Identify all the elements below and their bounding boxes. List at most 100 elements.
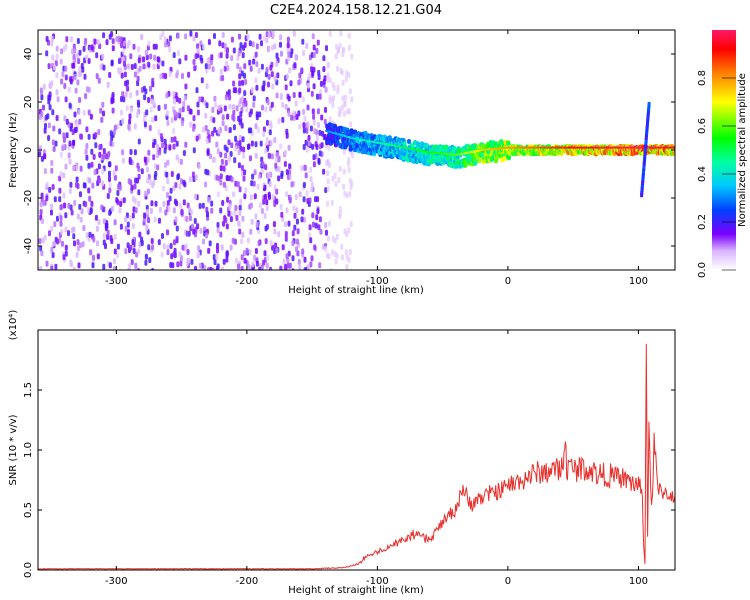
noise-cell xyxy=(247,127,251,134)
noise-cell xyxy=(228,203,232,210)
noise-cell xyxy=(326,200,329,207)
noise-cell xyxy=(243,63,247,70)
noise-cell xyxy=(50,225,54,232)
noise-cell xyxy=(110,60,114,67)
colorbar-tick-label: 0.2 xyxy=(697,214,708,230)
noise-cell xyxy=(205,102,209,109)
noise-cell xyxy=(71,48,74,55)
noise-cell xyxy=(273,43,277,50)
noise-cell xyxy=(137,248,141,255)
noise-cell xyxy=(318,93,322,100)
noise-cell xyxy=(296,228,300,235)
noise-cell xyxy=(274,157,278,164)
noise-cell xyxy=(149,106,153,113)
noise-cell xyxy=(100,204,104,211)
noise-cell xyxy=(346,108,350,115)
noise-cell xyxy=(297,79,301,86)
noise-cell xyxy=(147,244,151,251)
ridge-cell xyxy=(349,128,354,134)
noise-cell xyxy=(251,41,255,48)
y-tick-label: -20 xyxy=(23,190,34,206)
noise-cell xyxy=(344,76,348,83)
noise-cell xyxy=(291,268,295,270)
noise-cell xyxy=(172,251,176,258)
feature-cell xyxy=(643,157,647,162)
noise-cell xyxy=(206,169,210,176)
noise-cell xyxy=(148,257,152,264)
noise-cell xyxy=(146,188,150,195)
noise-cell xyxy=(247,143,251,150)
noise-cell xyxy=(160,251,164,258)
noise-cell xyxy=(166,200,170,207)
noise-cell xyxy=(295,207,299,214)
noise-cell xyxy=(249,194,253,201)
noise-cell xyxy=(257,173,261,180)
noise-cell xyxy=(178,58,182,65)
noise-cell xyxy=(77,71,81,78)
noise-cell xyxy=(97,163,101,170)
noise-cell xyxy=(101,53,105,60)
noise-cell xyxy=(149,208,153,214)
noise-cell xyxy=(127,39,131,46)
noise-cell xyxy=(252,101,256,108)
noise-cell xyxy=(180,208,184,215)
snr-series xyxy=(38,343,675,570)
noise-cell xyxy=(124,91,128,98)
noise-cell xyxy=(229,216,233,223)
noise-cell xyxy=(79,133,83,140)
noise-cell xyxy=(169,187,173,194)
noise-cell xyxy=(324,106,327,113)
noise-cell xyxy=(281,101,285,108)
noise-cell xyxy=(124,248,128,255)
spectrogram-cells xyxy=(38,30,675,270)
noise-cell xyxy=(200,96,204,103)
noise-cell xyxy=(286,36,290,43)
noise-cell xyxy=(93,38,97,45)
noise-cell xyxy=(94,132,98,138)
noise-cell xyxy=(238,204,242,211)
noise-cell xyxy=(250,87,254,94)
noise-cell xyxy=(306,264,310,270)
noise-cell xyxy=(317,224,321,231)
noise-cell xyxy=(215,141,219,148)
noise-cell xyxy=(90,161,94,168)
noise-cell xyxy=(199,227,203,234)
y-tick-label: -40 xyxy=(23,238,34,254)
noise-cell xyxy=(207,197,211,203)
noise-cell xyxy=(151,268,155,270)
noise-cell xyxy=(216,222,220,228)
noise-cell xyxy=(253,169,257,176)
noise-cell xyxy=(64,65,68,72)
noise-cell xyxy=(167,205,171,212)
feature-cell xyxy=(642,164,646,169)
noise-cell xyxy=(79,242,82,249)
noise-cell xyxy=(64,96,68,103)
noise-cell xyxy=(231,237,235,244)
noise-cell xyxy=(277,155,281,162)
noise-cell xyxy=(132,248,136,254)
noise-cell xyxy=(298,191,302,198)
noise-cell xyxy=(94,214,98,221)
noise-cell xyxy=(338,110,342,117)
noise-cell xyxy=(233,210,237,217)
noise-cell xyxy=(131,195,135,202)
noise-cell xyxy=(211,66,215,73)
noise-cell xyxy=(249,65,253,72)
y-tick-label: 0.5 xyxy=(23,502,34,518)
noise-cell xyxy=(224,94,228,101)
noise-cell xyxy=(298,264,302,270)
noise-cell xyxy=(172,109,176,116)
noise-cell xyxy=(53,221,57,228)
noise-cell xyxy=(79,216,83,223)
noise-cell xyxy=(42,200,46,206)
noise-cell xyxy=(189,121,193,128)
noise-cell xyxy=(98,177,101,184)
x-tick-label: -300 xyxy=(105,276,128,287)
noise-cell xyxy=(301,38,305,45)
noise-cell xyxy=(237,50,241,57)
noise-cell xyxy=(305,190,309,197)
noise-cell xyxy=(188,215,192,222)
noise-cell xyxy=(40,94,44,101)
noise-cell xyxy=(74,87,78,94)
noise-cell xyxy=(124,80,128,87)
